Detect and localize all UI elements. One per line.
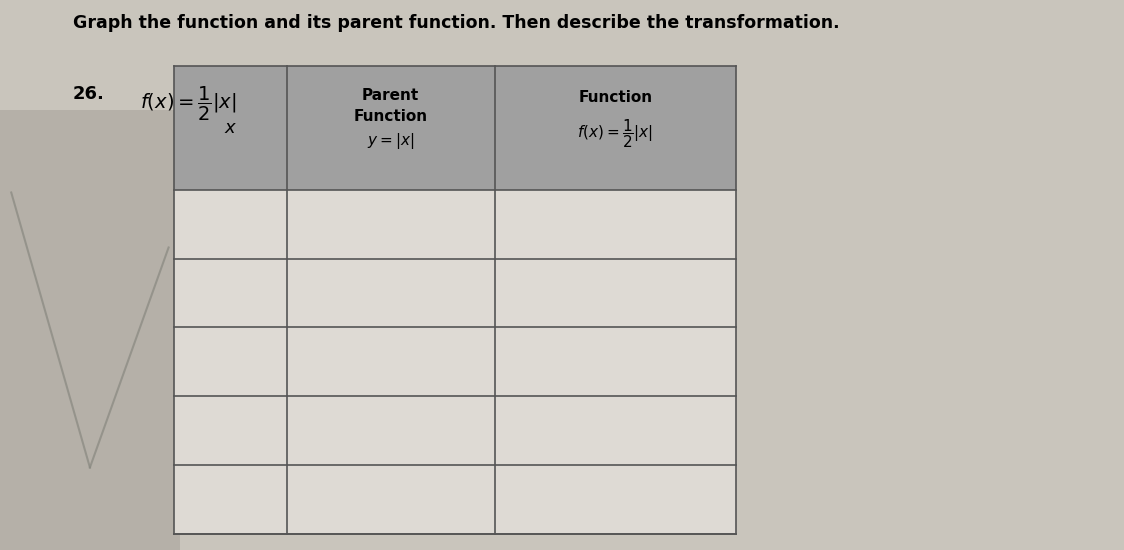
- Bar: [174, 190, 736, 258]
- Bar: [174, 258, 736, 327]
- Text: Graph the function and its parent function. Then describe the transformation.: Graph the function and its parent functi…: [73, 14, 840, 32]
- Bar: [174, 327, 736, 396]
- Text: $f(x) = \dfrac{1}{2}|x|$: $f(x) = \dfrac{1}{2}|x|$: [140, 85, 237, 123]
- Bar: [174, 66, 736, 190]
- Text: 26.: 26.: [73, 85, 105, 103]
- Bar: [174, 465, 736, 534]
- Text: Function
$f(x) = \dfrac{1}{2}|x|$: Function $f(x) = \dfrac{1}{2}|x|$: [578, 90, 653, 150]
- Text: $x$: $x$: [224, 119, 237, 137]
- Bar: [0, 110, 180, 550]
- Bar: [174, 396, 736, 465]
- Text: Parent
Function
$y = |x|$: Parent Function $y = |x|$: [354, 88, 427, 151]
